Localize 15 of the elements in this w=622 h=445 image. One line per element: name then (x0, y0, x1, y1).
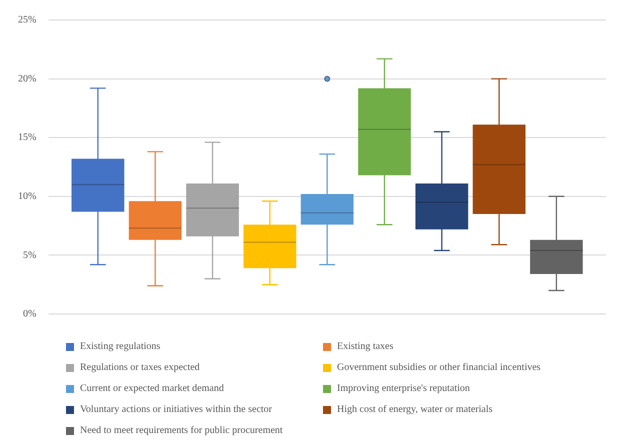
y-tick-label: 15% (18, 132, 36, 144)
legend-label: Existing regulations (80, 340, 160, 354)
legend-label: Improving enterprise's reputation (337, 382, 470, 396)
y-tick-label: 25% (18, 14, 36, 26)
legend-label: Government subsidies or other financial incentives (337, 361, 541, 375)
legend-label: Current or expected market demand (80, 382, 224, 396)
legend-label: Need to meet requirements for public procurement (80, 424, 283, 438)
y-tick-label: 0% (22, 308, 36, 320)
y-tick-label: 5% (22, 250, 36, 261)
legend-label: Regulations or taxes expected (80, 361, 200, 375)
legend-label: High cost of energy, water or materials (337, 403, 493, 417)
legend-label: Existing taxes (337, 340, 394, 354)
y-tick-label: 10% (18, 191, 36, 202)
y-tick-label: 20% (18, 73, 36, 84)
legend-label: Voluntary actions or initiatives within the sector (80, 403, 272, 417)
